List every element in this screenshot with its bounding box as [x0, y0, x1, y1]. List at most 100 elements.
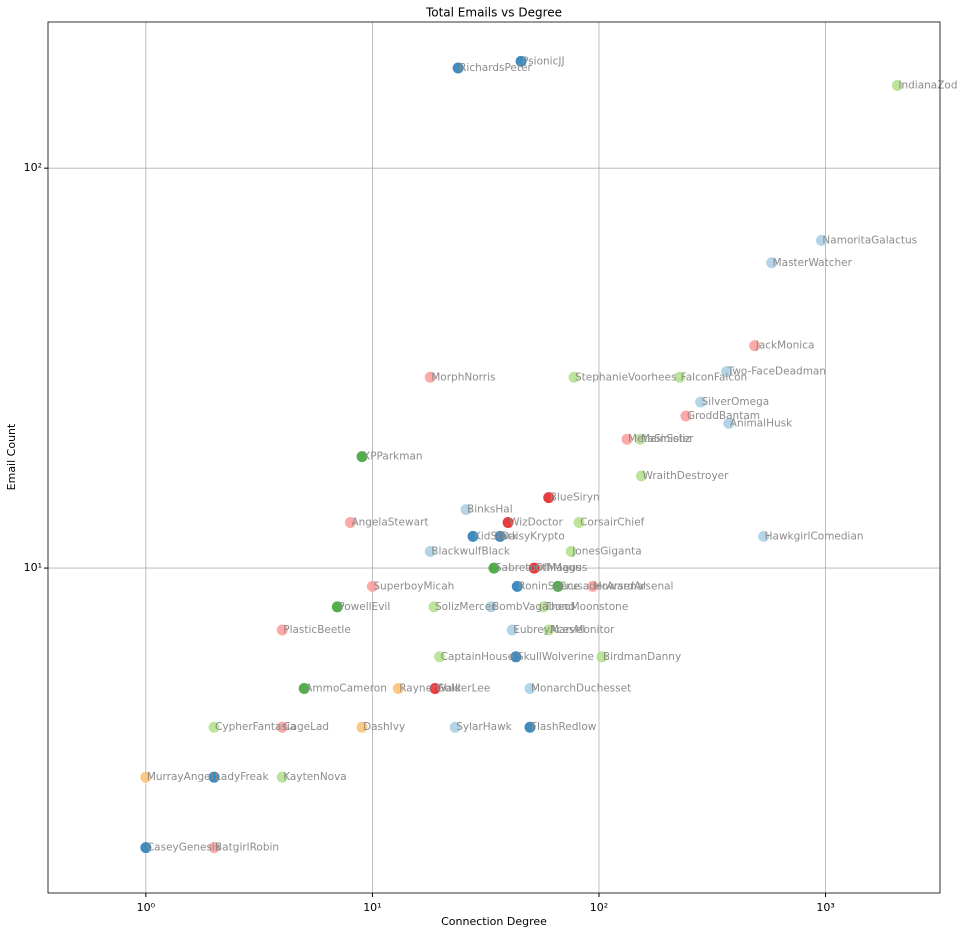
- point: [587, 580, 599, 592]
- point: [506, 624, 518, 636]
- point: [208, 721, 220, 733]
- point-label: DashIvy: [363, 721, 405, 733]
- point-label: AnimalHusk: [730, 417, 793, 429]
- point: [695, 396, 707, 408]
- point-label: NamoritaGalactus: [822, 234, 917, 246]
- point-label: BombVagabond: [492, 601, 575, 613]
- point-label: HowardArsenal: [594, 580, 674, 592]
- y-tick-label: 10²: [24, 161, 42, 174]
- point: [488, 562, 500, 574]
- point-label: AmmoCameron: [305, 682, 387, 694]
- point-label: BlackwulfBlack: [431, 546, 511, 558]
- point-label: BirdmanDanny: [603, 651, 681, 663]
- point-label: JackMonica: [755, 340, 815, 352]
- plot-frame: [47, 21, 941, 894]
- point: [298, 682, 310, 694]
- x-tick-label: 10²: [590, 901, 608, 914]
- x-tick-label: 10³: [816, 901, 834, 914]
- point: [524, 682, 536, 694]
- point-label: CorsairChief: [580, 517, 645, 529]
- point-label: PowellEvil: [338, 601, 390, 613]
- point: [366, 580, 378, 592]
- point-label: HawkgirlComedian: [765, 530, 864, 542]
- point: [543, 492, 555, 504]
- point-label: BlueSiryn: [550, 492, 600, 504]
- point: [392, 682, 404, 694]
- point-label: BatgirlRobin: [215, 842, 279, 854]
- point-label: StephanieVoorhees: [575, 371, 676, 383]
- x-tick-label: 10¹: [363, 901, 381, 914]
- chart-title: Total Emails vs Degree: [425, 6, 562, 20]
- point-label: RoninSpace: [518, 580, 579, 592]
- point-label: MonarchDuchesset: [531, 682, 631, 694]
- point: [434, 651, 446, 663]
- point: [429, 682, 441, 694]
- point: [344, 517, 356, 529]
- point-label: Two-FaceDeadman: [727, 366, 826, 378]
- point-label: FlashRedlow: [531, 721, 597, 733]
- point: [543, 624, 555, 636]
- point-label: SuperboyMicah: [373, 580, 454, 592]
- point: [552, 580, 564, 592]
- point: [891, 79, 903, 91]
- point: [140, 771, 152, 783]
- point: [634, 433, 646, 445]
- point-label: MetaSinister: [628, 433, 694, 445]
- point: [635, 470, 647, 482]
- point-label: PsionicJJ: [522, 55, 565, 67]
- point-label: XPParkman: [363, 451, 423, 463]
- point: [502, 517, 514, 529]
- point-label: CypherFantasia: [215, 721, 296, 733]
- point-label: SkullWolverine: [517, 651, 594, 663]
- point: [208, 842, 220, 854]
- point: [758, 530, 770, 542]
- point: [276, 771, 288, 783]
- point-label: AngelaStewart: [351, 517, 428, 529]
- point: [749, 340, 761, 352]
- point: [467, 530, 479, 542]
- point-label: BinksHal: [467, 504, 513, 516]
- point-label: PlasticBeetle: [283, 624, 351, 636]
- point-label: JonesGiganta: [571, 546, 641, 558]
- point: [485, 601, 497, 613]
- point-label: TheoMoonstone: [544, 601, 629, 613]
- x-axis-label: Connection Degree: [441, 915, 547, 928]
- x-tick-label: 10⁰: [137, 901, 156, 914]
- point: [515, 55, 527, 67]
- point: [596, 651, 608, 663]
- point: [723, 417, 735, 429]
- point: [510, 651, 522, 663]
- point-label: CrusaderArsenal: [559, 580, 646, 592]
- y-tick-label: 10¹: [24, 561, 42, 574]
- point-label: EubreyMarvel: [513, 624, 585, 636]
- point: [621, 433, 633, 445]
- point: [815, 234, 827, 246]
- point: [428, 601, 440, 613]
- point: [424, 371, 436, 383]
- point-label: MainSoliz: [641, 433, 691, 445]
- point-label: OfMagus: [535, 562, 581, 574]
- point-label: AcesMonitor: [550, 624, 615, 636]
- point: [680, 410, 692, 422]
- point: [356, 451, 368, 463]
- point: [460, 504, 472, 516]
- point: [208, 771, 220, 783]
- point-label: MurrayAngel: [147, 771, 214, 783]
- point: [424, 546, 436, 558]
- point-label: KidStark: [474, 530, 519, 542]
- point: [494, 530, 506, 542]
- point: [528, 562, 540, 574]
- point: [276, 624, 288, 636]
- point-label: GroddBantam: [687, 410, 760, 422]
- point-label: MasterWatcher: [773, 257, 853, 269]
- point-label: CageLad: [283, 721, 329, 733]
- point: [573, 517, 585, 529]
- point: [140, 842, 152, 854]
- point-label: SilverOmega: [702, 396, 770, 408]
- point: [565, 546, 577, 558]
- point: [568, 371, 580, 383]
- point-label: LadyFreak: [215, 771, 269, 783]
- point-label: CaseyGenesis: [147, 842, 220, 854]
- point-label: SolizMercer: [435, 601, 496, 613]
